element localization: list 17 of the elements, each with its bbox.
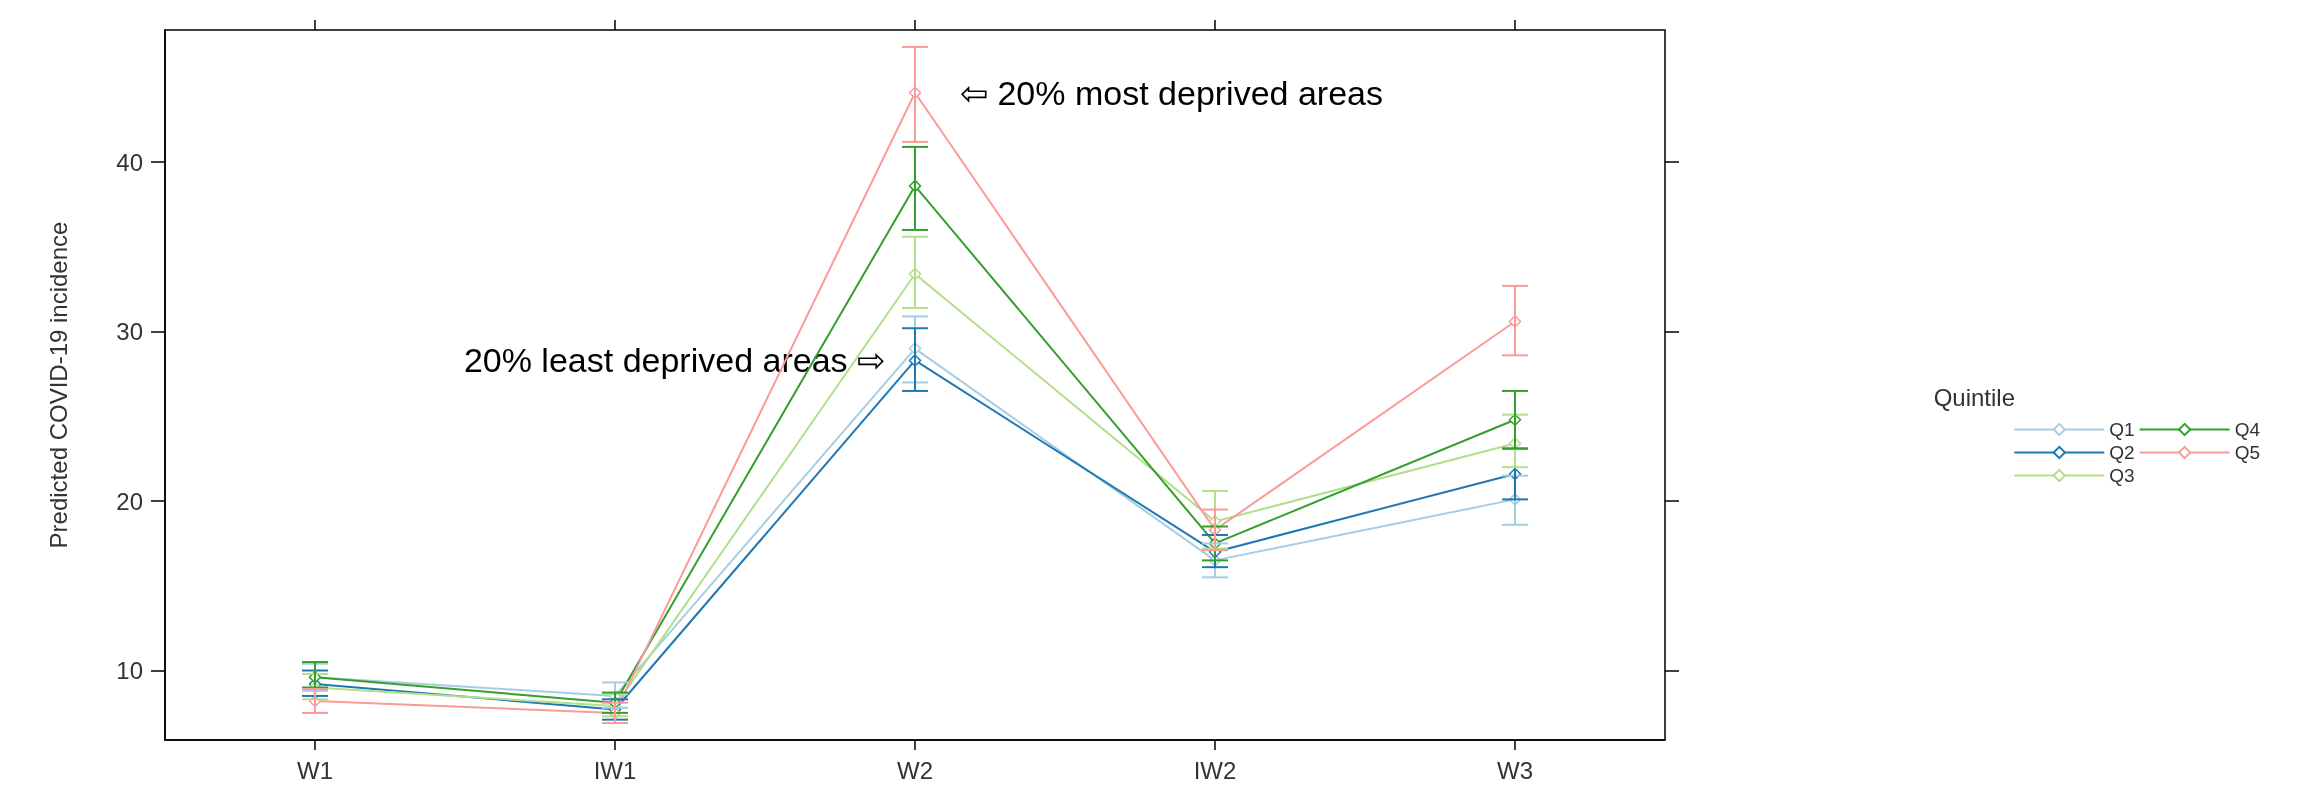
legend-title: Quintile bbox=[1933, 383, 2015, 411]
x-tick-label: IW1 bbox=[593, 756, 637, 784]
x-tick-label: W1 bbox=[297, 756, 333, 784]
x-tick-label: IW2 bbox=[1193, 756, 1237, 784]
legend-label: Q4 bbox=[2234, 419, 2261, 440]
legend-label: Q1 bbox=[2109, 419, 2135, 440]
legend-label: Q3 bbox=[2109, 465, 2135, 486]
legend-label: Q5 bbox=[2234, 442, 2261, 463]
annotation: ⇦ 20% most deprived areas bbox=[960, 73, 1383, 112]
y-tick-label: 10 bbox=[116, 657, 143, 685]
legend-label: Q2 bbox=[2109, 442, 2135, 463]
x-tick-label: W2 bbox=[897, 756, 933, 784]
y-axis-title: Predicted COVID-19 incidence bbox=[44, 221, 72, 549]
x-tick-label: W3 bbox=[1497, 756, 1533, 784]
y-tick-label: 40 bbox=[116, 148, 143, 176]
y-tick-label: 30 bbox=[116, 318, 143, 346]
y-tick-label: 20 bbox=[116, 487, 143, 515]
